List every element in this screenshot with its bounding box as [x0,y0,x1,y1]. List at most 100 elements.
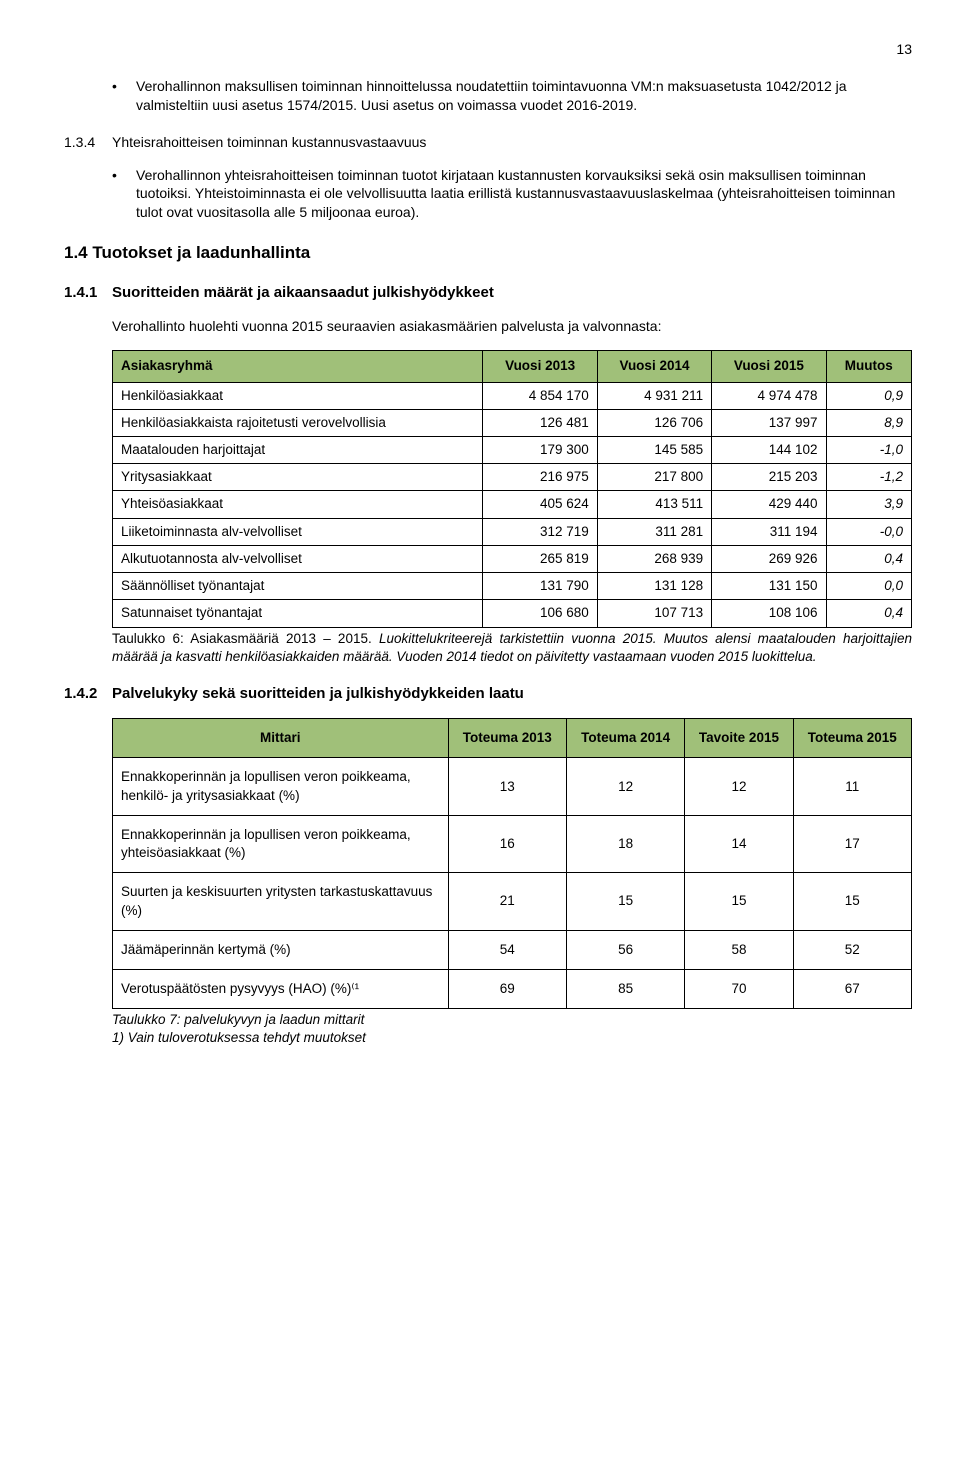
table1-header: Vuosi 2015 [712,351,826,382]
table-cell: Jäämäperinnän kertymä (%) [113,930,449,969]
table2-header: Tavoite 2015 [685,719,793,758]
table1-header: Muutos [826,351,911,382]
table-cell: Henkilöasiakkaat [113,382,483,409]
heading-134: 1.3.4 Yhteisrahoitteisen toiminnan kusta… [64,133,912,152]
table-cell: 52 [793,930,911,969]
table-row: Suurten ja keskisuurten yritysten tarkas… [113,873,912,930]
table-row: Maatalouden harjoittajat179 300145 58514… [113,436,912,463]
table-cell: 54 [448,930,566,969]
table-cell: 21 [448,873,566,930]
table-cell: 107 713 [597,600,711,627]
table2-header: Toteuma 2013 [448,719,566,758]
table2-header: Toteuma 2015 [793,719,911,758]
quality-metrics-table: MittariToteuma 2013Toteuma 2014Tavoite 2… [112,718,912,1009]
table-cell: 15 [566,873,684,930]
table-cell: 106 680 [483,600,597,627]
table-cell: 131 150 [712,573,826,600]
table-row: Alkutuotannosta alv-velvolliset265 81926… [113,545,912,572]
bullet-dot-icon: • [112,77,136,115]
table-row: Satunnaiset työnantajat106 680107 713108… [113,600,912,627]
section-141-intro: Verohallinto huolehti vuonna 2015 seuraa… [112,317,912,336]
table-cell: 4 931 211 [597,382,711,409]
table-row: Säännölliset työnantajat131 790131 12813… [113,573,912,600]
intro-bullet-text: Verohallinnon maksullisen toiminnan hinn… [136,77,912,115]
table-row: Henkilöasiakkaista rajoitetusti verovelv… [113,409,912,436]
table-cell: -0,0 [826,518,911,545]
table-row: Jäämäperinnän kertymä (%)54565852 [113,930,912,969]
table-cell: 126 706 [597,409,711,436]
table-cell: 108 106 [712,600,826,627]
table-row: Yhteisöasiakkaat405 624413 511429 4403,9 [113,491,912,518]
table-cell: Ennakkoperinnän ja lopullisen veron poik… [113,758,449,815]
table-row: Liiketoiminnasta alv-velvolliset312 7193… [113,518,912,545]
table2-header: Mittari [113,719,449,758]
table-row: Ennakkoperinnän ja lopullisen veron poik… [113,815,912,872]
caption2-line2: 1) Vain tuloverotuksessa tehdyt muutokse… [112,1029,912,1047]
heading-141: 1.4.1 Suoritteiden määrät ja aikaansaadu… [64,283,912,303]
table-cell: Henkilöasiakkaista rajoitetusti verovelv… [113,409,483,436]
table-cell: 15 [685,873,793,930]
table-cell: 179 300 [483,436,597,463]
table-cell: 0,0 [826,573,911,600]
table-cell: 145 585 [597,436,711,463]
table-cell: Maatalouden harjoittajat [113,436,483,463]
table-cell: 0,4 [826,545,911,572]
table1-header: Vuosi 2013 [483,351,597,382]
table1-header: Vuosi 2014 [597,351,711,382]
table-cell: 69 [448,969,566,1008]
table1-caption: Taulukko 6: Asiakasmääriä 2013 – 2015. L… [112,630,912,666]
table-cell: 0,9 [826,382,911,409]
table-cell: 215 203 [712,464,826,491]
table-row: Verotuspäätösten pysyvyys (HAO) (%)⁽¹698… [113,969,912,1008]
page-number: 13 [64,40,912,59]
caption1-pre: Taulukko 6: Asiakasmääriä 2013 – 2015. [112,631,379,646]
table-cell: 311 194 [712,518,826,545]
table-cell: -1,0 [826,436,911,463]
table-cell: 131 790 [483,573,597,600]
heading-142: 1.4.2 Palvelukyky sekä suoritteiden ja j… [64,684,912,704]
table-cell: 85 [566,969,684,1008]
customer-groups-table: AsiakasryhmäVuosi 2013Vuosi 2014Vuosi 20… [112,350,912,627]
table-cell: 268 939 [597,545,711,572]
intro-bullet-block: • Verohallinnon maksullisen toiminnan hi… [112,77,912,115]
table-cell: 269 926 [712,545,826,572]
table2-header: Toteuma 2014 [566,719,684,758]
table-cell: 15 [793,873,911,930]
table-cell: 216 975 [483,464,597,491]
table-cell: 217 800 [597,464,711,491]
heading-14: 1.4 Tuotokset ja laadunhallinta [64,242,912,265]
table-cell: 4 974 478 [712,382,826,409]
table-cell: 137 997 [712,409,826,436]
table-cell: 14 [685,815,793,872]
section-134-bullet-text: Verohallinnon yhteisrahoitteisen toiminn… [136,166,912,223]
table-cell: 312 719 [483,518,597,545]
table-cell: 16 [448,815,566,872]
table-cell: 405 624 [483,491,597,518]
table-cell: 18 [566,815,684,872]
table-cell: 0,4 [826,600,911,627]
table-cell: 131 128 [597,573,711,600]
table-cell: 58 [685,930,793,969]
heading-141-num: 1.4.1 [64,283,112,303]
table-cell: 144 102 [712,436,826,463]
heading-134-title: Yhteisrahoitteisen toiminnan kustannusva… [112,133,426,152]
table-cell: Satunnaiset työnantajat [113,600,483,627]
heading-141-title: Suoritteiden määrät ja aikaansaadut julk… [112,283,494,303]
heading-134-num: 1.3.4 [64,133,112,152]
table-cell: 429 440 [712,491,826,518]
table-cell: Alkutuotannosta alv-velvolliset [113,545,483,572]
table-cell: 413 511 [597,491,711,518]
table-cell: 3,9 [826,491,911,518]
table-row: Henkilöasiakkaat4 854 1704 931 2114 974 … [113,382,912,409]
table-row: Ennakkoperinnän ja lopullisen veron poik… [113,758,912,815]
bullet-dot-icon: • [112,166,136,223]
table-cell: 56 [566,930,684,969]
caption2-line1: Taulukko 7: palvelukyvyn ja laadun mitta… [112,1011,912,1029]
table-row: Yritysasiakkaat216 975217 800215 203-1,2 [113,464,912,491]
table-cell: Verotuspäätösten pysyvyys (HAO) (%)⁽¹ [113,969,449,1008]
section-134-bullet-block: • Verohallinnon yhteisrahoitteisen toimi… [112,166,912,223]
table-cell: 265 819 [483,545,597,572]
table-cell: 12 [566,758,684,815]
table-cell: 8,9 [826,409,911,436]
table-cell: 17 [793,815,911,872]
